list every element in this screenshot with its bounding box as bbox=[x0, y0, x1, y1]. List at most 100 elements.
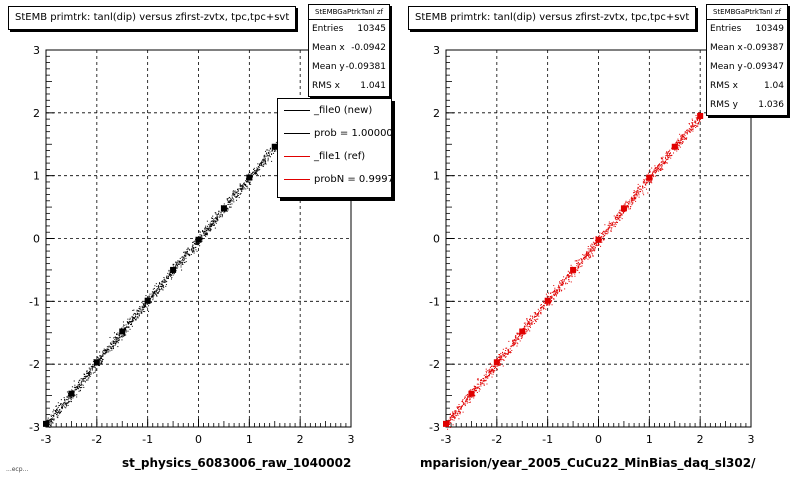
scatter-dot bbox=[452, 424, 454, 426]
scatter-points bbox=[446, 112, 702, 430]
scatter-dot bbox=[161, 288, 163, 290]
scatter-dot bbox=[104, 350, 106, 352]
scatter-dot bbox=[245, 188, 247, 190]
scatter-dot bbox=[467, 397, 469, 399]
scatter-dot bbox=[647, 172, 649, 174]
scatter-dot bbox=[105, 352, 107, 354]
scatter-dot bbox=[542, 307, 544, 309]
x-tick-label: 3 bbox=[348, 433, 355, 446]
scatter-dot bbox=[452, 411, 454, 413]
scatter-dot bbox=[446, 420, 448, 422]
scatter-dot bbox=[454, 411, 456, 413]
scatter-dot bbox=[634, 196, 636, 198]
scatter-dot bbox=[142, 310, 144, 312]
scatter-dot bbox=[646, 180, 648, 182]
scatter-dot bbox=[554, 294, 556, 296]
scatter-dot bbox=[488, 371, 490, 373]
scatter-dot bbox=[113, 342, 115, 344]
scatter-dot bbox=[51, 418, 53, 420]
scatter-dot bbox=[626, 205, 628, 207]
scatter-dot bbox=[109, 346, 111, 348]
scatter-dot bbox=[230, 199, 232, 201]
scatter-dot bbox=[561, 283, 563, 285]
scatter-dot bbox=[477, 378, 479, 380]
scatter-dot bbox=[180, 266, 182, 268]
scatter-dot bbox=[472, 388, 474, 390]
scatter-dot bbox=[206, 234, 208, 236]
scatter-dot bbox=[540, 308, 542, 310]
scatter-dot bbox=[466, 398, 468, 400]
scatter-dot bbox=[151, 296, 153, 298]
scatter-dot bbox=[58, 405, 60, 407]
scatter-dot bbox=[212, 215, 214, 217]
scatter-dot bbox=[531, 323, 533, 325]
scatter-dot bbox=[199, 231, 201, 233]
scatter-dot bbox=[233, 201, 235, 203]
scatter-dot bbox=[186, 253, 188, 255]
scatter-dot bbox=[504, 356, 506, 358]
scatter-dot bbox=[452, 412, 454, 414]
scatter-dot bbox=[669, 153, 671, 155]
scatter-dot bbox=[87, 377, 89, 379]
scatter-dot bbox=[635, 192, 637, 194]
scatter-dot bbox=[155, 291, 157, 293]
scatter-dot bbox=[124, 335, 126, 337]
scatter-dot bbox=[653, 172, 655, 174]
scatter-dot bbox=[650, 181, 652, 183]
scatter-dot bbox=[536, 315, 538, 317]
scatter-dot bbox=[553, 294, 555, 296]
scatter-dot bbox=[665, 159, 667, 161]
scatter-dot bbox=[449, 426, 451, 428]
scatter-dot bbox=[260, 165, 262, 167]
scatter-dot bbox=[688, 130, 690, 132]
scatter-dot bbox=[627, 205, 629, 207]
scatter-dot bbox=[123, 335, 125, 337]
scatter-dot bbox=[269, 154, 271, 156]
scatter-dot bbox=[213, 222, 215, 224]
legend-entry: prob = 1.000000 bbox=[278, 122, 391, 145]
scatter-dot bbox=[181, 260, 183, 262]
scatter-dot bbox=[257, 165, 259, 167]
scatter-dot bbox=[525, 324, 527, 326]
scatter-dot bbox=[492, 371, 494, 373]
scatter-dot bbox=[223, 203, 225, 205]
scatter-dot bbox=[462, 403, 464, 405]
scatter-dot bbox=[113, 337, 115, 339]
scatter-dot bbox=[57, 406, 59, 408]
scatter-dot bbox=[478, 379, 480, 381]
scatter-dot bbox=[185, 255, 187, 257]
scatter-dot bbox=[560, 280, 562, 282]
scatter-dot bbox=[156, 285, 158, 287]
scatter-dot bbox=[152, 294, 154, 296]
scatter-dot bbox=[560, 290, 562, 292]
scatter-dot bbox=[697, 123, 699, 125]
scatter-dot bbox=[89, 370, 91, 372]
scatter-dot bbox=[255, 172, 257, 174]
scatter-dot bbox=[482, 377, 484, 379]
scatter-dot bbox=[61, 406, 63, 408]
scatter-dot bbox=[603, 236, 605, 238]
scatter-dot bbox=[663, 161, 665, 163]
scatter-dot bbox=[568, 281, 570, 283]
scatter-dot bbox=[64, 402, 66, 404]
scatter-dot bbox=[206, 234, 208, 236]
scatter-dot bbox=[137, 316, 139, 318]
scatter-dot bbox=[486, 377, 488, 379]
scatter-dot bbox=[598, 244, 600, 246]
scatter-dot bbox=[685, 138, 687, 140]
scatter-dot bbox=[107, 348, 109, 350]
scatter-dot bbox=[596, 242, 598, 244]
scatter-dot bbox=[198, 243, 200, 245]
scatter-dot bbox=[643, 194, 645, 196]
scatter-dot bbox=[131, 318, 133, 320]
scatter-dot bbox=[65, 403, 67, 405]
scatter-dot bbox=[84, 378, 86, 380]
scatter-dot bbox=[452, 416, 454, 418]
scatter-dot bbox=[592, 255, 594, 257]
scatter-dot bbox=[263, 159, 265, 161]
scatter-dot bbox=[499, 356, 501, 358]
scatter-dot bbox=[537, 315, 539, 317]
scatter-dot bbox=[106, 346, 108, 348]
scatter-dot bbox=[562, 279, 564, 281]
scatter-dot bbox=[668, 151, 670, 153]
